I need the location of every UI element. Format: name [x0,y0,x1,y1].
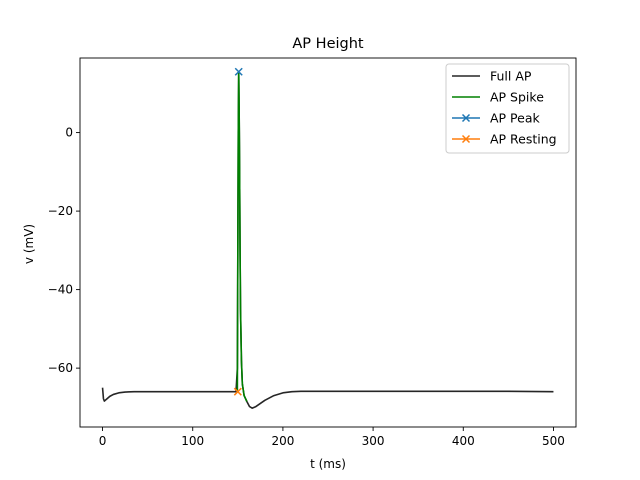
x-tick-label: 100 [181,434,204,448]
legend-item-ap-resting: AP Resting [452,132,557,147]
legend-label: Full AP [490,69,532,84]
x-tick-label: 0 [99,434,107,448]
x-axis: 0 100 200 300 400 500 [99,427,565,448]
legend-item-full-ap: Full AP [452,69,532,84]
ap-spike-line [236,70,248,402]
y-axis: −60 −40 −20 0 [48,126,80,375]
ap-resting-marker [233,387,242,396]
plot-area [79,57,577,428]
legend-marker [461,113,471,123]
legend-marker [461,134,471,144]
legend-box [445,63,570,154]
legend-item-ap-peak: AP Peak [452,111,541,126]
ap-peak-marker [234,67,243,76]
y-tick-label: 0 [65,126,73,140]
y-tick-label: −60 [48,361,73,375]
y-axis-label: v (mV) [22,224,36,264]
y-tick-label: −40 [48,283,73,297]
legend: Full AP AP Spike AP Peak AP Resting [445,63,570,154]
x-tick-label: 300 [362,434,385,448]
y-tick-label: −20 [48,204,73,218]
legend-item-ap-spike: AP Spike [452,90,544,105]
x-tick-label: 400 [452,434,475,448]
chart-title: AP Height [292,36,364,52]
axes-frame [79,57,577,428]
legend-label: AP Peak [490,111,541,126]
legend-label: AP Resting [490,132,557,147]
x-tick-label: 200 [271,434,294,448]
series-group [101,67,554,409]
x-axis-label: t (ms) [310,457,346,471]
legend-label: AP Spike [490,90,544,105]
x-tick-label: 500 [542,434,565,448]
